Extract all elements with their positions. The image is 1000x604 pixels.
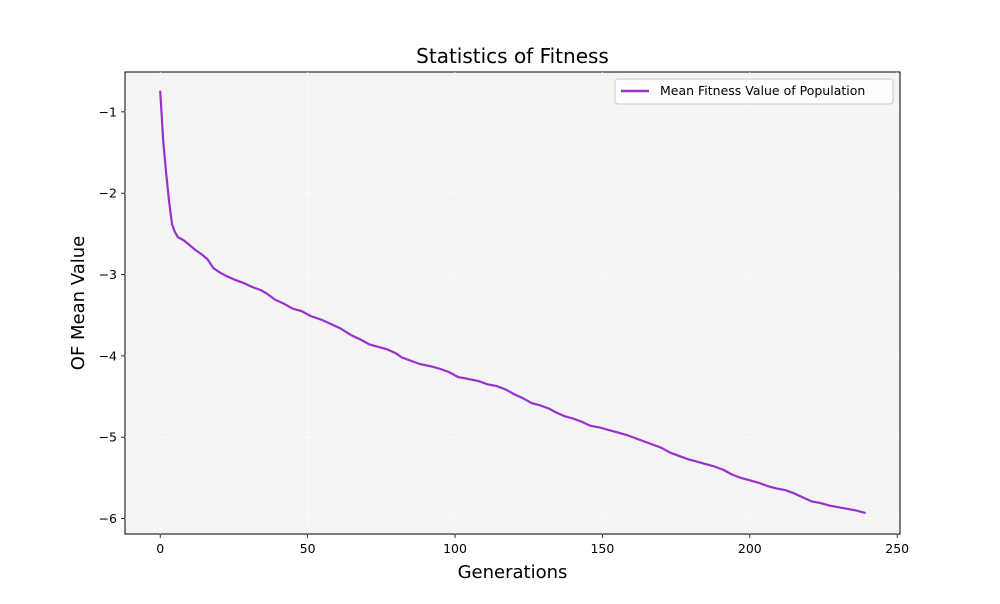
legend-box	[614, 78, 894, 105]
legend-label: Mean Fitness Value of Population	[660, 83, 865, 98]
x-tick-label: 250	[885, 541, 909, 556]
grid-lines	[125, 72, 900, 534]
chart-title: Statistics of Fitness	[416, 44, 609, 68]
series-line-mean-fitness	[159, 90, 866, 514]
y-tick-label: −2	[99, 186, 117, 201]
x-tick-label: 50	[300, 541, 316, 556]
series-layer	[159, 90, 866, 514]
x-axis-title: Generations	[458, 562, 568, 583]
plot-area	[124, 71, 901, 535]
y-tick-label: −3	[99, 267, 117, 282]
y-tick-label: −4	[99, 348, 117, 363]
y-tick-label: −5	[99, 430, 117, 445]
x-tick-label: 0	[156, 541, 164, 556]
x-tick-label: 100	[443, 541, 467, 556]
x-tick-label: 150	[590, 541, 614, 556]
y-axis-title: OF Mean Value	[68, 236, 89, 370]
y-tick-label: −6	[99, 511, 117, 526]
axis-ticks: 0 50 100 150 200 250 −1 −2 −3 −4 −5 −6	[99, 104, 910, 556]
y-tick-label: −1	[99, 104, 117, 119]
x-tick-label: 200	[738, 541, 762, 556]
legend: Mean Fitness Value of Population	[614, 78, 894, 105]
